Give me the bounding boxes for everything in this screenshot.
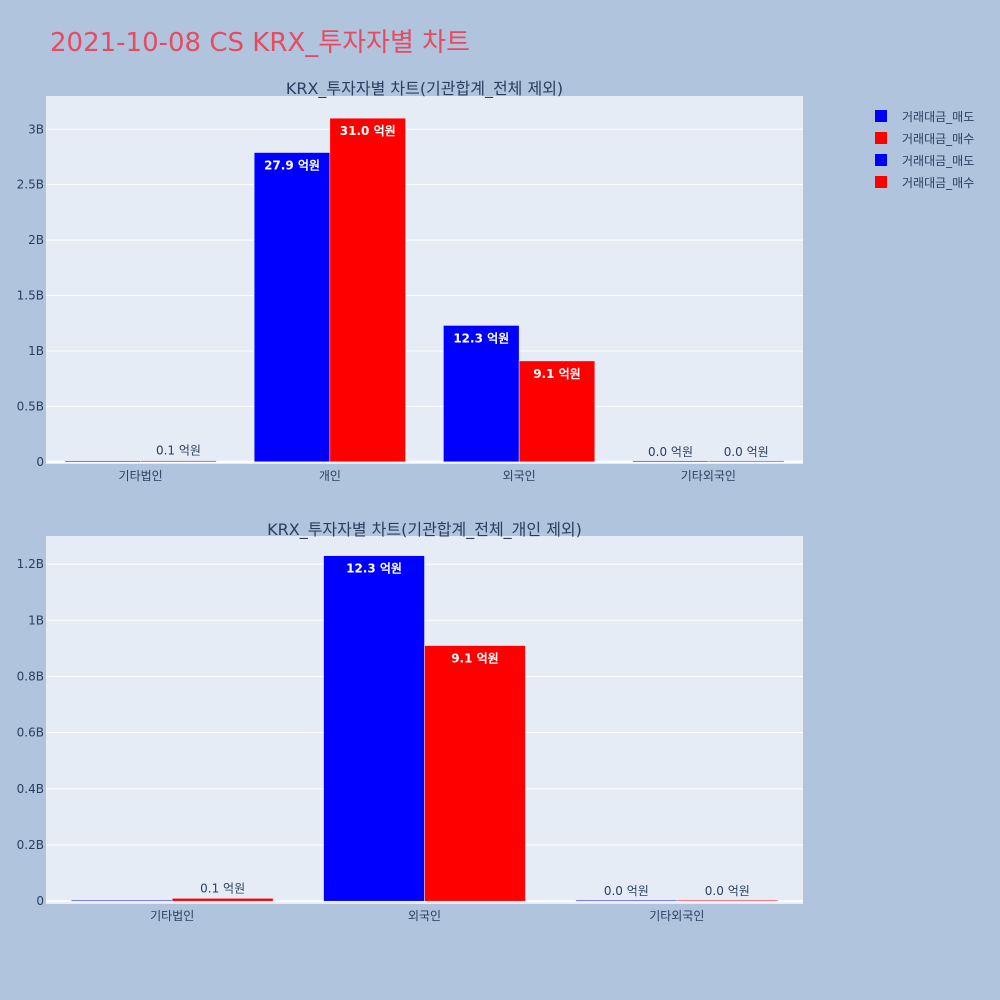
legend: 거래대금_매도 거래대금_매수 거래대금_매도 거래대금_매수 (875, 105, 974, 193)
legend-item[interactable]: 거래대금_매수 (875, 171, 974, 193)
plot-area (46, 96, 803, 464)
bar-sell (632, 460, 709, 463)
chart-title: KRX_투자자별 차트(기관합계_전체_개인 제외) (267, 520, 582, 540)
y-tick-label: 0.5B (17, 399, 44, 413)
bar-buy (518, 360, 596, 463)
x-tick-label: 기타외국인 (649, 909, 704, 923)
y-tick-label: 1.5B (17, 289, 44, 303)
y-tick-label: 0.2B (17, 838, 44, 852)
y-tick-label: 1B (28, 613, 44, 627)
data-label: 0.0 억원 (648, 445, 693, 459)
data-label: 12.3 억원 (453, 331, 509, 345)
x-tick-label: 기타법인 (150, 909, 194, 923)
x-tick-label: 외국인 (503, 469, 536, 483)
y-tick-label: 0.4B (17, 782, 44, 796)
legend-label: 거래대금_매도 (902, 109, 975, 124)
data-label: 0.0 억원 (705, 884, 750, 898)
y-tick-label: 1B (28, 344, 44, 358)
legend-swatch-sell (875, 154, 887, 166)
data-label: 9.1 억원 (533, 367, 581, 381)
data-label: 27.9 억원 (264, 159, 320, 173)
page-title: 2021-10-08 CS KRX_투자자별 차트 (50, 28, 470, 58)
x-tick-label: 외국인 (408, 909, 441, 923)
legend-swatch-sell (875, 110, 887, 122)
bar-sell (253, 152, 331, 463)
data-label: 0.0 억원 (724, 445, 769, 459)
legend-item[interactable]: 거래대금_매도 (875, 105, 974, 127)
legend-label: 거래대금_매수 (902, 175, 975, 190)
bar-sell (575, 899, 678, 902)
bar-buy (676, 899, 779, 902)
y-tick-label: 2B (28, 233, 44, 247)
chart-title: KRX_투자자별 차트(기관합계_전체 제외) (286, 79, 563, 99)
data-label: 9.1 억원 (451, 652, 499, 666)
y-tick-label: 2.5B (17, 178, 44, 192)
bar-sell (70, 899, 173, 902)
bar-buy (140, 460, 217, 463)
data-label: 12.3 억원 (346, 562, 402, 576)
legend-item[interactable]: 거래대금_매도 (875, 149, 974, 171)
bar-sell (323, 555, 425, 902)
y-tick-label: 3B (28, 122, 44, 136)
legend-swatch-buy (875, 132, 887, 144)
y-tick-label: 0.8B (17, 669, 44, 683)
x-tick-label: 기타법인 (119, 469, 163, 483)
x-tick-label: 기타외국인 (681, 469, 736, 483)
y-tick-label: 0.6B (17, 726, 44, 740)
bar-buy (171, 898, 274, 902)
bar-sell (443, 325, 520, 463)
data-label: 0.0 억원 (604, 884, 649, 898)
data-label: 0.1 억원 (200, 881, 245, 895)
legend-label: 거래대금_매도 (902, 153, 975, 168)
legend-swatch-buy (875, 176, 887, 188)
y-tick-label: 0 (36, 894, 44, 908)
bar-buy (708, 460, 785, 463)
y-tick-label: 0 (36, 455, 44, 469)
data-label: 31.0 억원 (340, 124, 396, 138)
bar-buy (329, 117, 406, 463)
data-label: 0.1 억원 (156, 444, 201, 458)
bar-buy (424, 645, 526, 902)
x-tick-label: 개인 (319, 469, 341, 483)
bar-sell (64, 460, 141, 463)
legend-item[interactable]: 거래대금_매수 (875, 127, 974, 149)
y-tick-label: 1.2B (17, 557, 44, 571)
legend-label: 거래대금_매수 (902, 131, 975, 146)
